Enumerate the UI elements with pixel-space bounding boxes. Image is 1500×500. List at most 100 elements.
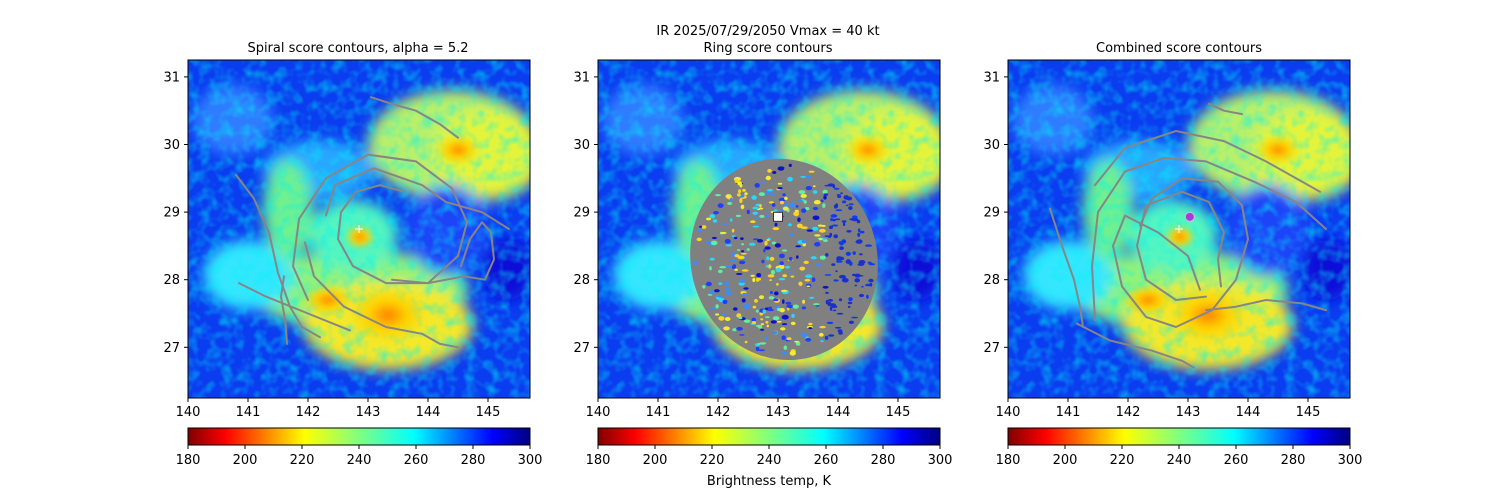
colorbar-tick-label: 180 — [996, 453, 1021, 468]
ring-speckle — [760, 318, 764, 321]
contour-line — [1094, 130, 1321, 193]
ring-speckle — [780, 351, 788, 355]
ring-speckle — [767, 188, 773, 192]
ring-speckle — [712, 219, 718, 223]
colorbar: 180 200 220 240 260 280 300 — [176, 427, 542, 468]
ring-speckle — [737, 193, 741, 197]
ring-speckle — [718, 282, 723, 285]
ring-speckle — [811, 277, 816, 283]
ring-speckle — [769, 279, 772, 281]
ring-speckle — [829, 232, 833, 237]
contour-line — [238, 282, 351, 332]
ring-speckle — [822, 189, 828, 195]
ring-speckle — [713, 211, 719, 215]
ring-speckle — [833, 234, 838, 239]
ring-speckle — [765, 320, 769, 324]
ring-speckle — [848, 297, 853, 301]
ring-speckle — [801, 208, 807, 214]
ring-speckle — [739, 334, 745, 336]
ring-speckle — [782, 206, 789, 211]
contour-line — [1205, 299, 1327, 312]
ring-speckle — [764, 240, 768, 246]
ring-speckle — [723, 282, 731, 286]
contour-line — [1076, 322, 1195, 369]
ring-speckle — [734, 268, 738, 271]
ring-speckle — [859, 253, 863, 256]
ring-speckle — [767, 306, 773, 311]
x-axis: 140 141 142 143 144 145 — [176, 398, 500, 420]
ring-speckle — [813, 200, 821, 205]
ring-speckle — [764, 246, 771, 250]
ring-speckle — [851, 273, 857, 277]
colorbar-tick-label: 200 — [233, 453, 258, 468]
x-tick-label: 143 — [766, 405, 791, 420]
contour-line — [391, 221, 495, 285]
ring-speckle — [725, 244, 733, 247]
ring-speckle — [808, 322, 813, 326]
ring-speckle — [725, 290, 733, 296]
ring-speckle — [861, 285, 864, 288]
ring-speckle — [838, 298, 843, 302]
ring-speckle — [821, 224, 826, 227]
x-axis: 140 141 142 143 144 145 — [996, 398, 1320, 420]
ring-speckle — [813, 303, 820, 306]
ring-speckle — [794, 340, 800, 343]
ring-speckle — [865, 244, 872, 247]
x-tick-label: 145 — [886, 405, 911, 420]
ring-speckle — [792, 304, 799, 309]
ring-speckle — [824, 274, 832, 276]
ring-speckle — [755, 309, 759, 313]
x-tick-label: 144 — [1236, 405, 1261, 420]
ring-speckle — [774, 291, 779, 296]
ring-speckle — [843, 195, 849, 200]
ring-speckle — [705, 217, 712, 221]
ring-speckle — [802, 242, 806, 247]
ring-speckle — [731, 228, 735, 233]
ring-speckle — [778, 277, 786, 281]
ring-speckle — [812, 215, 820, 221]
y-tick-label: 31 — [163, 70, 180, 85]
ring-score-region — [690, 158, 878, 361]
contour-line — [304, 241, 459, 349]
ring-speckle — [705, 241, 712, 244]
ring-speckle — [761, 181, 766, 183]
contour-line — [1049, 207, 1084, 328]
ring-speckle — [733, 236, 738, 240]
ring-speckle — [758, 349, 765, 352]
x-axis: 140 141 142 143 144 145 — [586, 398, 911, 420]
ring-speckle — [779, 261, 784, 266]
ring-speckle — [800, 226, 808, 229]
ring-speckle — [845, 251, 851, 256]
ring-speckle — [766, 238, 770, 242]
y-axis: 27 28 29 30 31 — [163, 70, 188, 356]
ring-speckle — [842, 240, 846, 243]
ring-speckle — [847, 301, 853, 305]
ring-speckle — [801, 306, 807, 310]
ring-speckle — [805, 337, 812, 342]
colorbar: 180 200 220 240 260 280 300 — [586, 427, 952, 468]
ring-speckle — [824, 184, 831, 187]
ring-speckle — [756, 273, 762, 278]
ring-speckle — [750, 220, 756, 224]
ring-speckle — [790, 321, 796, 326]
ring-speckle — [798, 199, 803, 202]
ring-speckle — [855, 239, 863, 244]
ring-speckle — [744, 192, 748, 196]
colorbar-tick-label: 300 — [1338, 453, 1363, 468]
ring-speckle — [812, 206, 819, 211]
colorbar-gradient — [187, 427, 531, 446]
ring-speckle — [754, 216, 759, 220]
ring-speckle — [709, 306, 716, 310]
ring-speckle — [765, 214, 770, 217]
ring-speckle — [788, 256, 793, 261]
ring-speckle — [800, 193, 807, 198]
y-tick-label: 27 — [573, 341, 590, 356]
ring-speckle — [744, 340, 748, 344]
ring-speckle — [846, 230, 852, 233]
colorbar-tick-label: 220 — [1110, 453, 1135, 468]
y-tick-label: 30 — [163, 138, 180, 153]
ring-speckle — [831, 224, 839, 227]
panel-title: Combined score contours — [1096, 41, 1262, 56]
ring-speckle — [838, 331, 843, 335]
ring-speckle — [767, 274, 775, 278]
